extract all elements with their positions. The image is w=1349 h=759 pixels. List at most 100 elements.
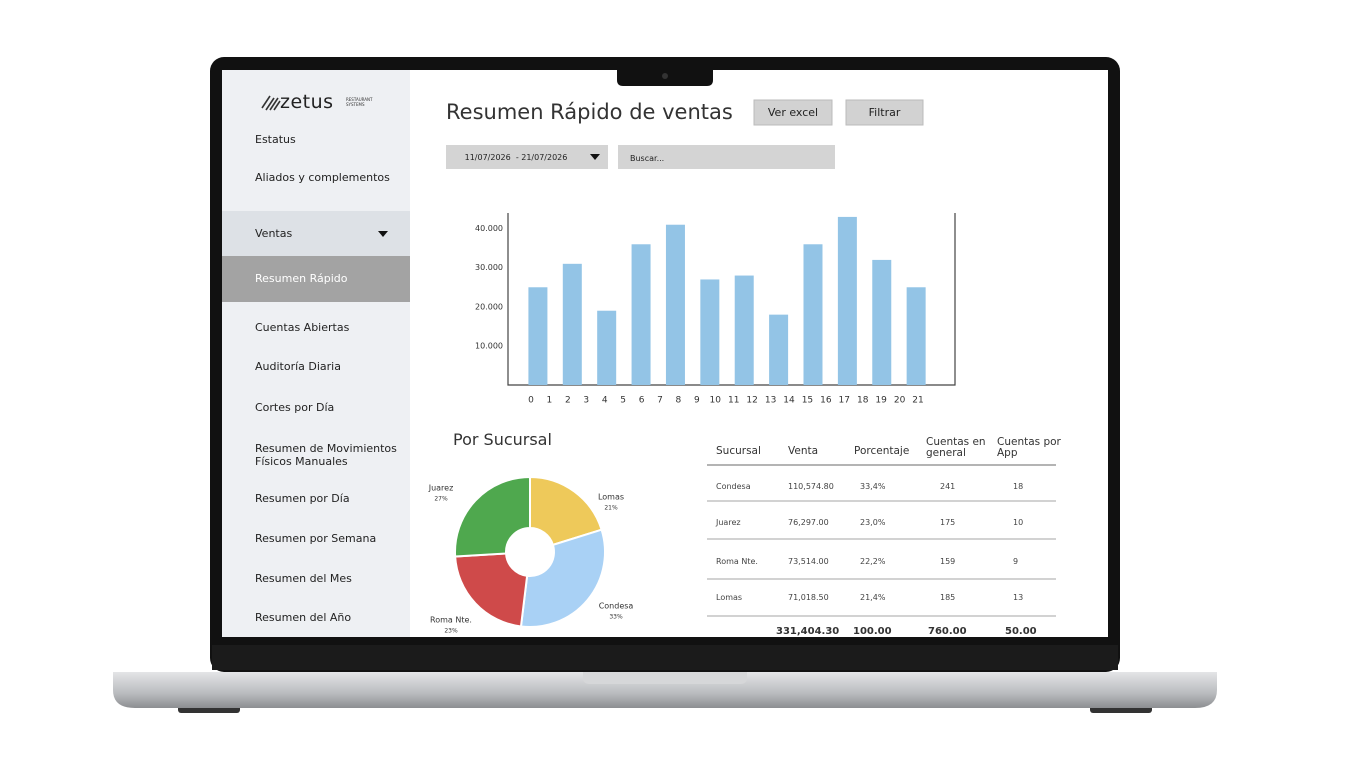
table-cell: 110,574.80 [788,482,834,491]
slice-label: Condesa [599,602,634,611]
table-cell: 9 [1013,557,1019,566]
x-tick-label: 19 [875,396,887,406]
menu-item[interactable]: Estatus [255,133,296,146]
y-tick-label: 30.000 [475,263,503,272]
table-cell: 175 [940,518,956,527]
table-cell: 71,018.50 [788,593,829,602]
button-label: Ver excel [767,106,819,119]
pie-slice [454,552,529,628]
table-cell: 159 [940,557,956,566]
menu-item[interactable]: Resumen por Día [255,492,350,505]
bar [803,244,823,385]
x-tick-label: 7 [657,396,663,406]
table-cell: Juarez [716,518,741,527]
bezel-bottom [212,645,1118,670]
table-cell: 21,4% [860,593,886,602]
column-header: Venta [788,445,819,457]
y-tick-label: 20.000 [475,302,503,311]
sidebar [222,70,410,637]
table-cell: 33,4% [860,482,886,491]
x-tick-label: 15 [802,396,813,406]
table-cell: 22,2% [860,557,886,566]
menu-item[interactable]: Resumen del Año [255,611,352,624]
menu-item[interactable]: Resumen del Mes [255,572,352,585]
menu-item[interactable]: Aliados y complementos [255,171,390,184]
x-tick-label: 9 [694,396,700,406]
pie-chart: Lomas 21% Condesa 33% Roma Nte. 23% Juarez 27% [428,475,634,635]
menu-item[interactable]: Cortes por Día [255,401,335,414]
table-cell: 241 [940,482,956,491]
table-cell: 73,514.00 [788,557,829,566]
logo-icon [261,95,281,111]
x-tick-label: 13 [765,396,776,406]
column-header: Cuentas en general [926,436,986,459]
menu-item[interactable]: Cuentas Abiertas [255,321,350,334]
x-tick-label: 8 [676,396,682,406]
x-tick-label: 12 [746,396,757,406]
x-tick-label: 5 [620,396,626,406]
section-title: Por Sucursal [453,430,552,449]
page-title: Resumen Rápido de ventas [446,100,733,124]
button[interactable] [845,99,924,126]
y-tick-label: 40.000 [475,224,503,233]
x-tick-label: 4 [602,396,608,406]
menu-item[interactable]: Auditoría Diaria [255,360,341,373]
x-tick-label: 16 [820,396,832,406]
slice-value-label: 23% [444,628,458,635]
laptop-base [113,672,1217,708]
menu-item[interactable]: Resumen Rápido [255,272,348,285]
bar [872,259,892,385]
table-cell: 23,0% [860,518,886,527]
x-tick-label: 20 [894,396,906,406]
bar [734,275,754,385]
slice-label: Juarez [428,484,454,493]
x-tick-label: 1 [547,396,553,406]
bar [528,287,548,385]
table-cell: Condesa [716,482,751,491]
menu-item[interactable]: Ventas [255,227,293,240]
bar [631,244,651,385]
column-header: Porcentaje [854,445,910,457]
slice-label: Roma Nte. [430,616,472,625]
x-tick-label: 3 [583,396,589,406]
table-cell: 18 [1013,482,1024,491]
pie-slice [519,528,606,628]
logo: zetus [280,91,334,113]
button[interactable] [753,99,833,126]
x-tick-label: 6 [639,396,645,406]
x-tick-label: 10 [710,396,722,406]
table-total: 100.00 [853,626,892,637]
bar [837,216,857,385]
slice-value-label: 27% [434,496,448,503]
slice-value-label: 33% [609,614,623,621]
menu-item[interactable]: Resumen de Movimientos Físicos Manuales [255,442,397,468]
date-picker[interactable] [446,145,608,169]
search-placeholder: Buscar... [630,154,665,163]
x-tick-label: 2 [565,396,571,406]
table-cell: Roma Nte. [716,557,758,566]
menu-selected [222,256,410,302]
bar [700,279,720,385]
menu-active-group [222,211,410,256]
x-tick-label: 11 [728,396,739,406]
axes [507,213,956,386]
search-box[interactable] [618,145,835,169]
table-cell: 185 [940,593,956,602]
bar [597,310,617,385]
menu-item[interactable]: Resumen por Semana [255,532,377,545]
table-cell: Lomas [716,593,743,602]
x-tick-label: 18 [857,396,869,406]
base-notch [583,672,747,684]
pie-slice [529,475,603,547]
table-cell: 10 [1013,518,1024,527]
column-header: Sucursal [716,445,761,457]
date-range: 11/07/2026 - 21/07/2026 [464,153,568,162]
table-total: 760.00 [928,626,967,637]
dropdown-arrow [590,154,600,160]
x-tick-label: 14 [783,396,795,406]
table-total: 331,404.30 [776,626,840,637]
logo-tagline: RESTAURANT SYSTEMS [346,97,373,107]
column-header: Cuentas por App [997,436,1061,459]
